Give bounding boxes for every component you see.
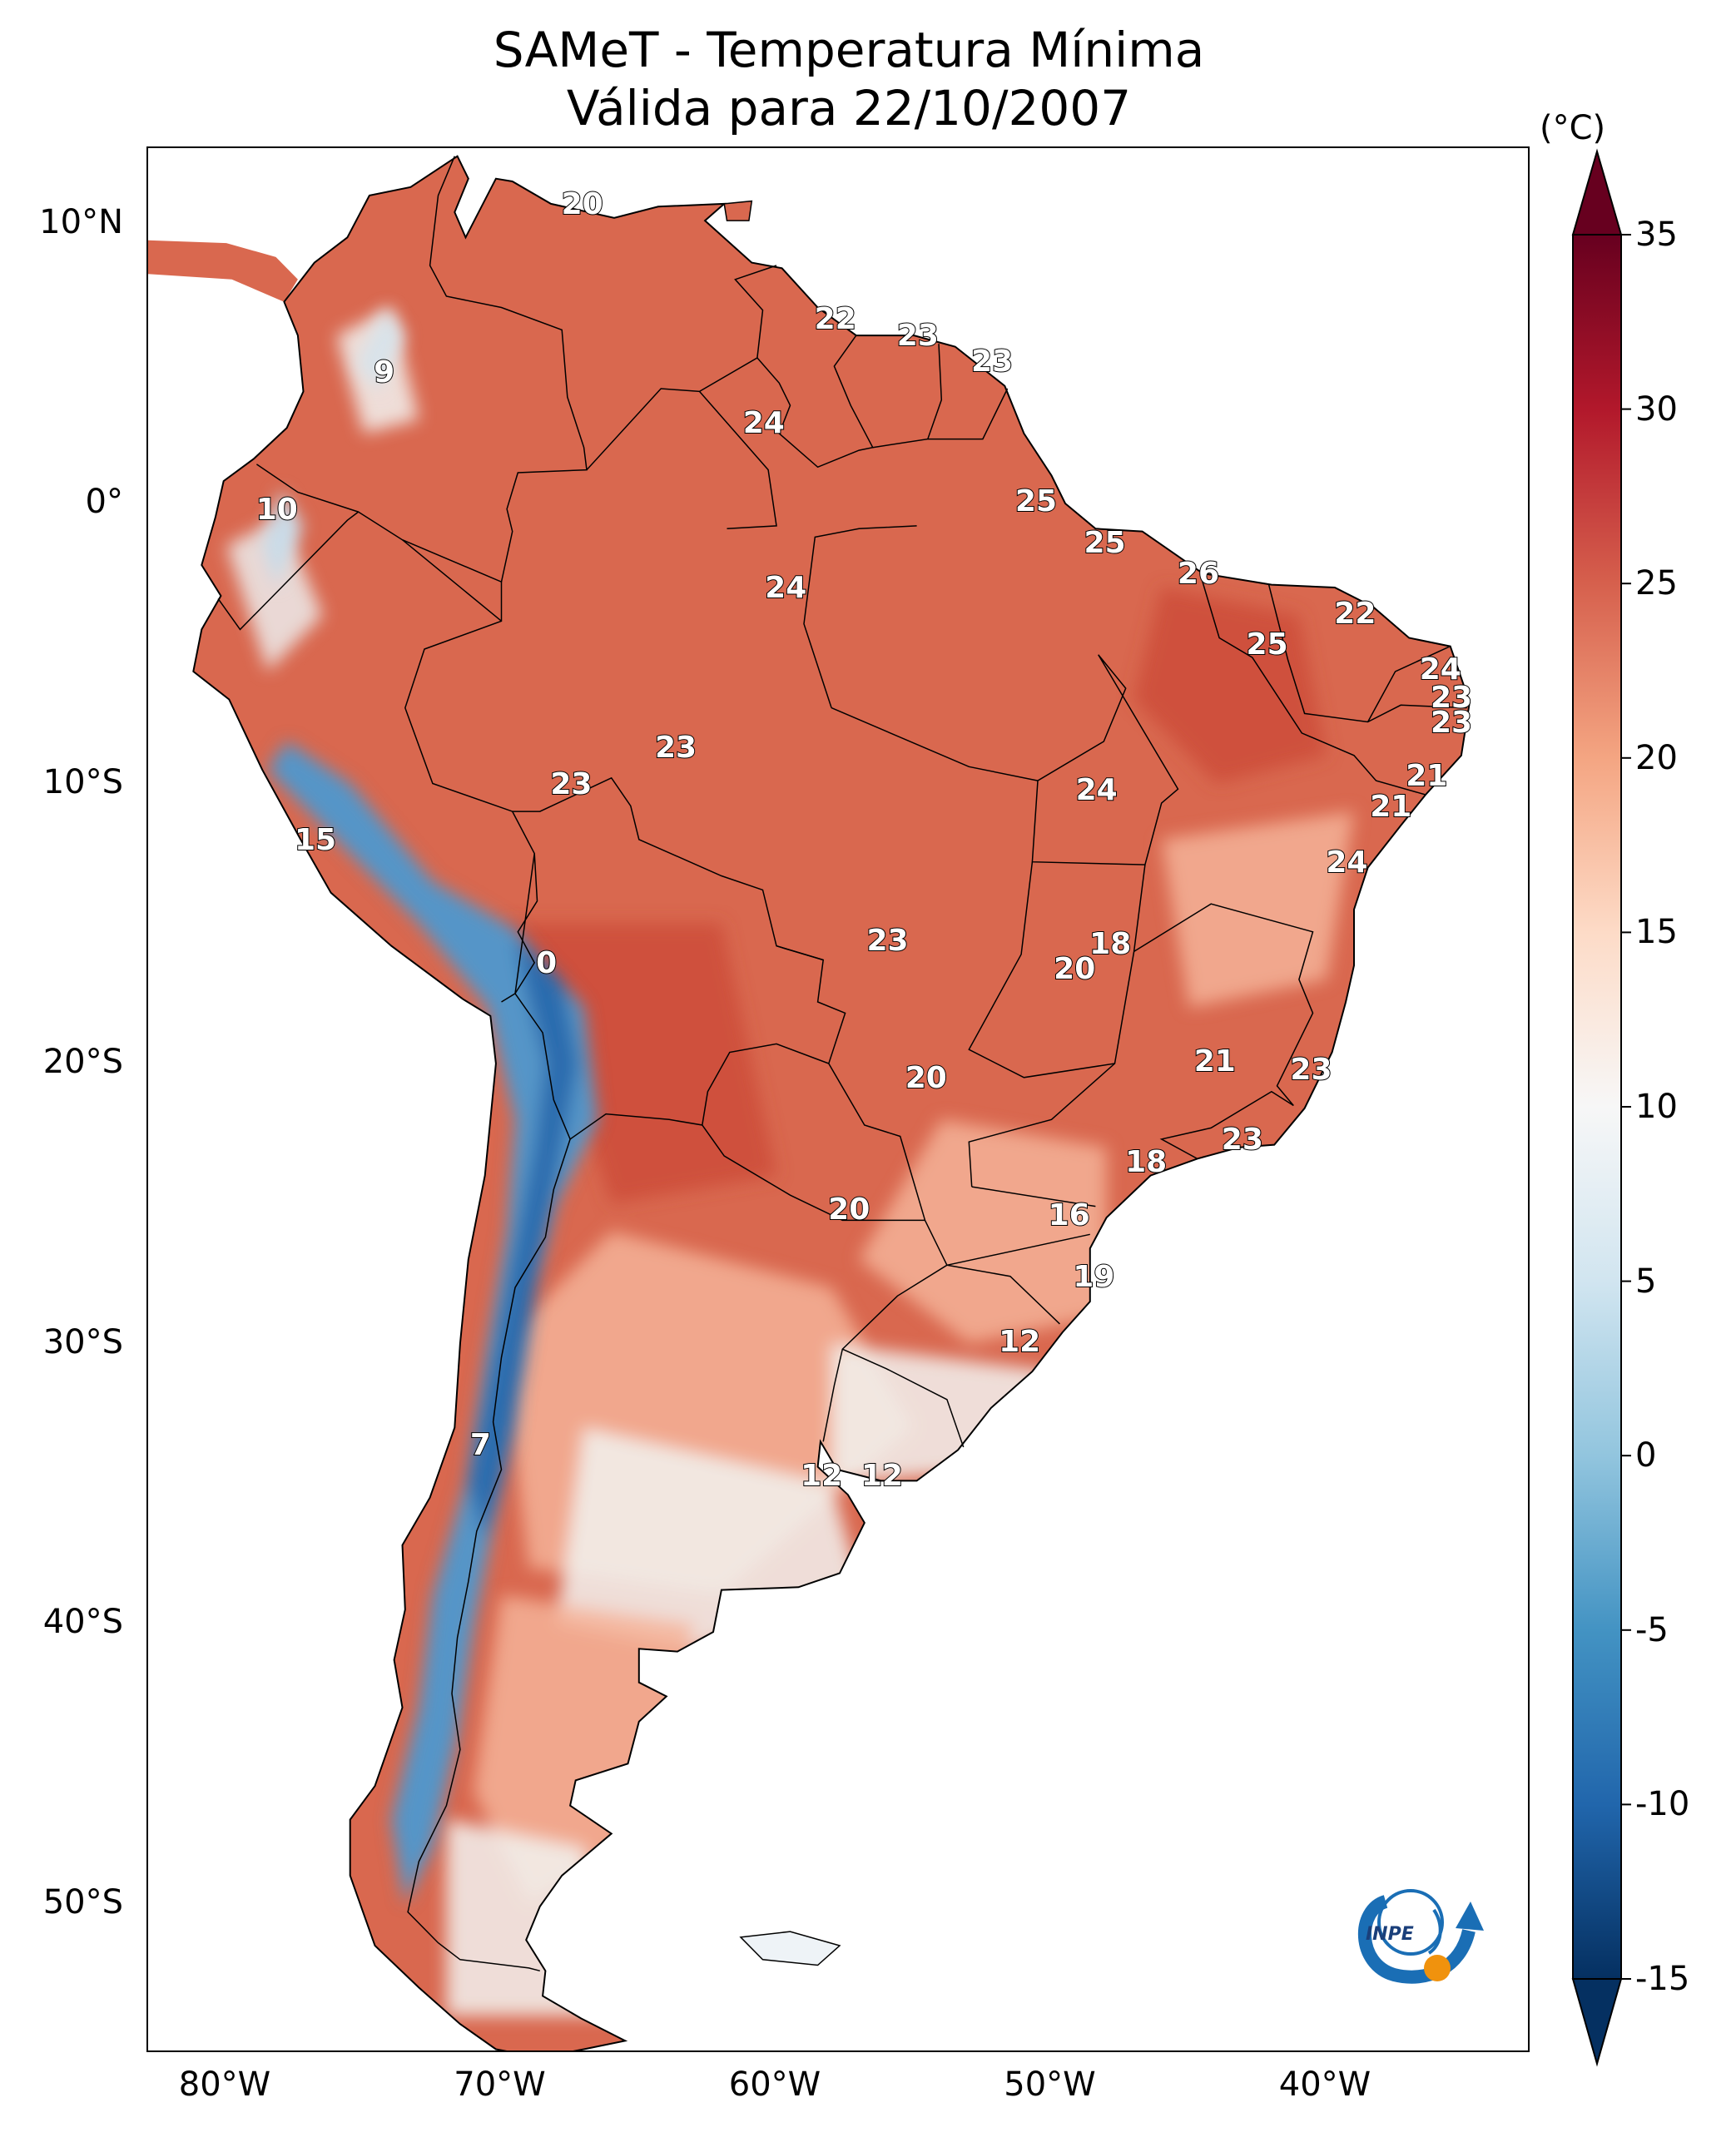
map-frame: [146, 146, 1530, 2052]
colorbar-tick-label: -5: [1635, 1610, 1669, 1649]
colorbar-tick-label: 20: [1635, 738, 1678, 777]
temperature-value-label: 23: [1289, 1053, 1332, 1088]
colorbar-unit: (°C): [1540, 109, 1606, 147]
logo-text: INPE: [1366, 1924, 1414, 1945]
temperature-value-label: 23: [866, 924, 909, 959]
map-svg: [148, 155, 1471, 2050]
colorbar-tick-label: -15: [1635, 1960, 1690, 1998]
temperature-value-label: 21: [1405, 758, 1448, 793]
temperature-value-label: 16: [1048, 1198, 1091, 1233]
temperature-value-label: 23: [1430, 705, 1473, 740]
latitude-tick-label: 30°S: [42, 1322, 123, 1361]
colorbar-tick-label: 30: [1635, 389, 1678, 429]
temperature-value-label: 0: [535, 946, 558, 981]
colorbar-max-extension: [1571, 148, 1623, 236]
temperature-value-label: 18: [1089, 926, 1132, 961]
colorbar-tick-label: 25: [1635, 564, 1678, 603]
latitude-tick-label: 50°S: [42, 1882, 123, 1921]
longitude-tick-label: 80°W: [178, 2065, 271, 2104]
longitude-tick-label: 40°W: [1278, 2065, 1371, 2104]
latitude-tick-label: 10°N: [39, 202, 123, 241]
temperature-value-label: 25: [1084, 526, 1127, 561]
temperature-value-label: 20: [905, 1061, 948, 1096]
temperature-value-label: 18: [1124, 1145, 1168, 1180]
temperature-value-label: 23: [1221, 1123, 1264, 1158]
temperature-value-label: 25: [1246, 627, 1289, 662]
colorbar-tick-label: 35: [1635, 216, 1678, 254]
temperature-value-label: 23: [970, 344, 1014, 379]
temperature-value-label: 24: [764, 571, 807, 606]
temperature-value-label: 12: [861, 1459, 904, 1494]
inpe-logo: INPE: [1357, 1889, 1484, 1984]
latitude-tick-label: 10°S: [42, 762, 123, 801]
temperature-value-label: 10: [255, 493, 299, 528]
colorbar-tick-label: 15: [1635, 913, 1678, 952]
temperature-value-label: 26: [1177, 557, 1220, 592]
temperature-value-label: 12: [998, 1324, 1041, 1359]
temperature-value-label: 21: [1193, 1044, 1237, 1078]
temperature-value-label: 24: [1075, 772, 1118, 807]
temperature-value-label: 20: [561, 187, 604, 222]
latitude-tick-label: 20°S: [42, 1043, 123, 1081]
temperature-value-label: 23: [549, 766, 593, 801]
colorbar-tick-label: 10: [1635, 1088, 1678, 1126]
temperature-value-label: 23: [896, 319, 940, 354]
temperature-value-label: 15: [294, 823, 337, 858]
chart-subtitle: Válida para 22/10/2007: [566, 80, 1132, 136]
longitude-tick-label: 70°W: [454, 2065, 546, 2104]
temperature-value-label: 21: [1369, 789, 1412, 824]
colorbar-tick-label: 5: [1635, 1262, 1657, 1301]
colorbar-min-extension: [1571, 1978, 1623, 2067]
temperature-value-label: 24: [1325, 845, 1368, 880]
colorbar-gradient: [1572, 234, 1622, 1980]
temperature-value-label: 12: [800, 1459, 843, 1494]
colorbar-tick-label: -10: [1635, 1785, 1690, 1824]
temperature-value-label: 22: [1333, 596, 1376, 631]
temperature-value-label: 20: [1053, 951, 1096, 986]
temperature-value-label: 24: [1419, 652, 1462, 687]
longitude-tick-label: 60°W: [728, 2065, 821, 2104]
temperature-value-label: 25: [1014, 484, 1058, 518]
temperature-value-label: 20: [827, 1193, 870, 1227]
temperature-value-label: 19: [1072, 1260, 1115, 1295]
temperature-value-label: 9: [373, 355, 395, 390]
temperature-value-label: 23: [1430, 680, 1473, 715]
temperature-value-label: 22: [814, 302, 857, 337]
temperature-value-label: 23: [654, 731, 697, 766]
colorbar: [1571, 148, 1631, 2067]
temperature-value-label: 24: [742, 405, 786, 440]
latitude-tick-label: 40°S: [42, 1603, 123, 1641]
latitude-tick-label: 0°: [85, 483, 123, 521]
longitude-tick-label: 50°W: [1004, 2065, 1096, 2104]
chart-title: SAMeT - Temperatura Mínima: [493, 22, 1205, 78]
colorbar-tick-label: 0: [1635, 1436, 1657, 1475]
temperature-value-label: 7: [469, 1428, 492, 1462]
